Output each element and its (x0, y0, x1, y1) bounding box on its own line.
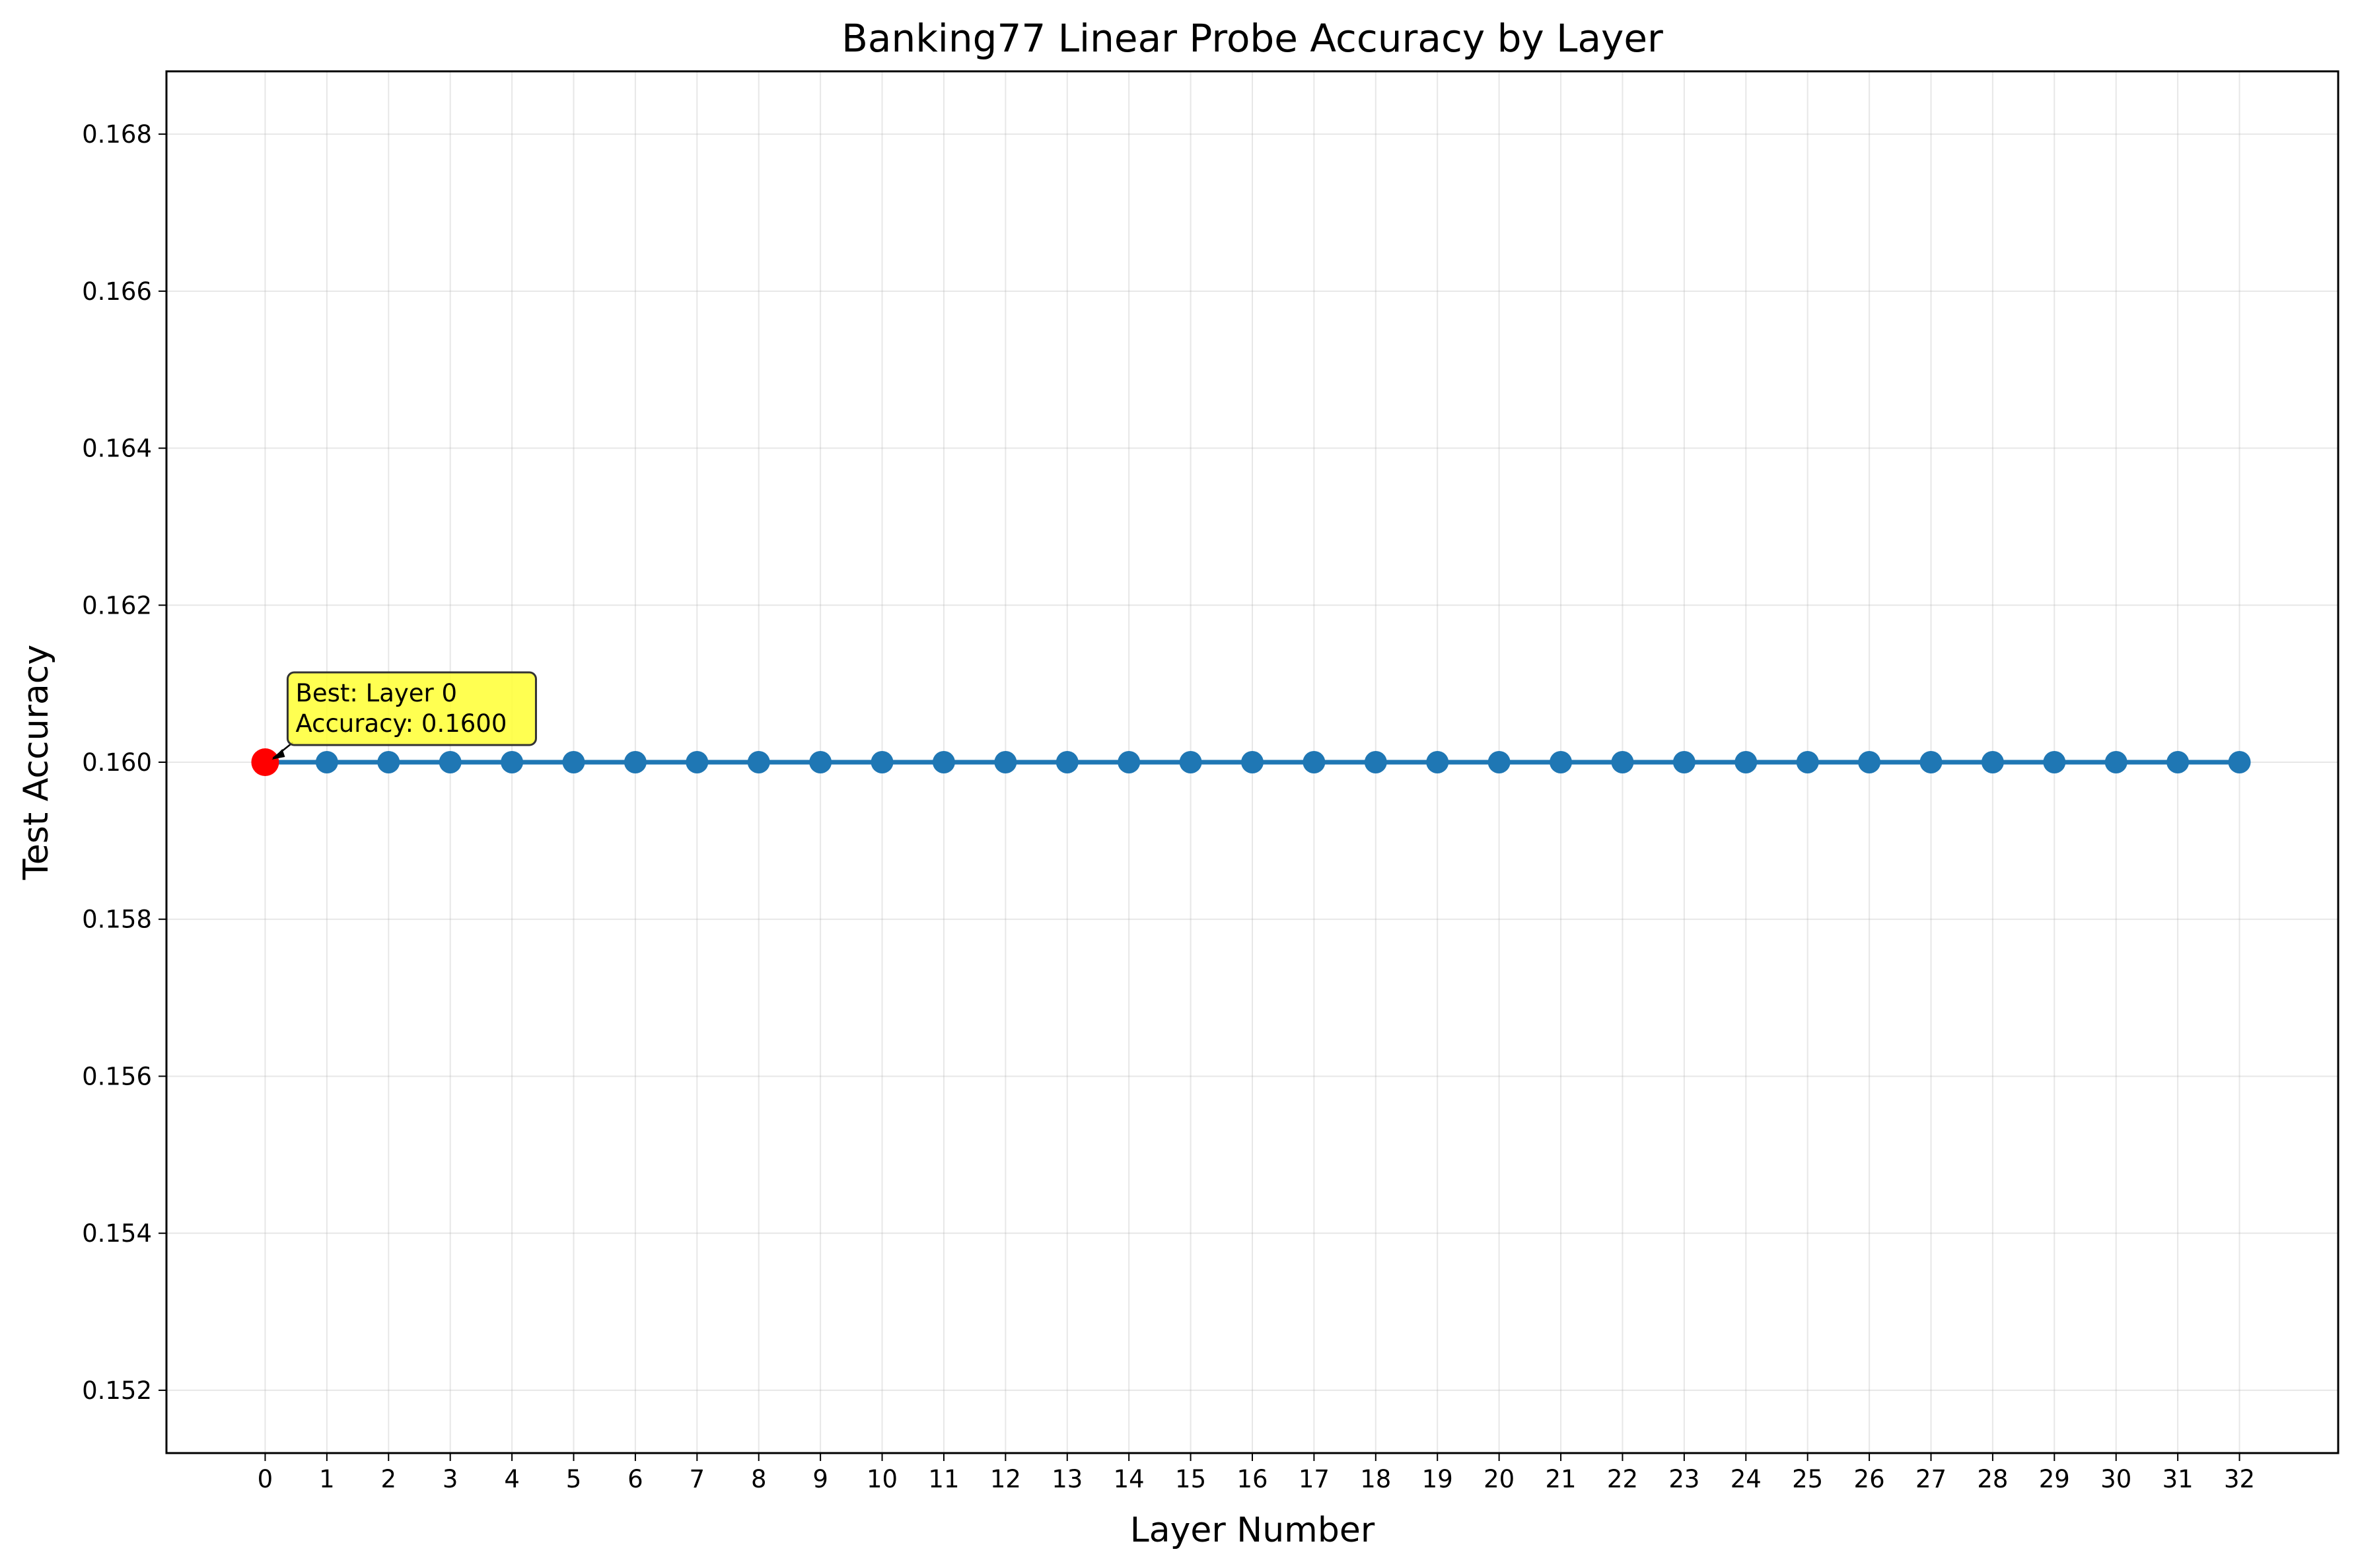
x-tick-label: 10 (867, 1465, 898, 1493)
series (254, 751, 2251, 773)
x-tick-label: 31 (2162, 1465, 2194, 1493)
y-tick-label: 0.158 (82, 906, 152, 934)
data-point (1179, 751, 1202, 773)
x-tick-label: 7 (690, 1465, 705, 1493)
x-tick-label: 21 (1545, 1465, 1576, 1493)
annotation-arrowhead (271, 749, 285, 760)
data-point (2043, 751, 2066, 773)
data-point (747, 751, 770, 773)
x-axis-ticks: 0 1 2 3 4 5 6 7 8 9 10 11 12 13 14 15 16 17 18 19 20 21 22 23 24… (258, 1453, 2255, 1493)
data-point (1611, 751, 1634, 773)
data-point (624, 751, 647, 773)
y-tick-label: 0.156 (82, 1062, 152, 1090)
data-point (1550, 751, 1573, 773)
data-point (1919, 751, 1943, 773)
x-tick-label: 0 (258, 1465, 273, 1493)
x-tick-label: 9 (812, 1465, 828, 1493)
x-tick-label: 1 (319, 1465, 335, 1493)
x-tick-label: 32 (2224, 1465, 2255, 1493)
data-point (1981, 751, 2004, 773)
x-tick-label: 19 (1422, 1465, 1453, 1493)
data-point (809, 751, 832, 773)
x-tick-label: 24 (1731, 1465, 1762, 1493)
annotation-box (286, 671, 537, 746)
x-tick-label: 22 (1607, 1465, 1638, 1493)
best-point-marker (251, 748, 279, 776)
data-point (871, 751, 894, 773)
y-tick-label: 0.166 (82, 277, 152, 306)
x-tick-label: 11 (928, 1465, 959, 1493)
x-tick-label: 15 (1175, 1465, 1206, 1493)
x-tick-label: 13 (1052, 1465, 1083, 1493)
x-tick-label: 28 (1977, 1465, 2008, 1493)
data-point (1858, 751, 1881, 773)
y-tick-label: 0.154 (82, 1219, 152, 1248)
y-axis-ticks: 0.152 0.154 0.156 0.158 0.160 0.162 0.164 0.166… (82, 120, 166, 1405)
x-tick-label: 29 (2039, 1465, 2070, 1493)
y-tick-label: 0.164 (82, 435, 152, 463)
x-tick-label: 2 (380, 1465, 396, 1493)
data-point (1487, 751, 1511, 773)
x-tick-label: 14 (1114, 1465, 1145, 1493)
y-tick-label: 0.168 (82, 120, 152, 149)
data-point (1055, 751, 1079, 773)
y-tick-label: 0.152 (82, 1376, 152, 1405)
x-tick-label: 3 (443, 1465, 458, 1493)
data-point (2104, 751, 2127, 773)
data-point (2228, 751, 2251, 773)
x-axis-label: Layer Number (1130, 1511, 1375, 1550)
y-tick-label: 0.160 (82, 748, 152, 777)
data-point (1241, 751, 1264, 773)
x-tick-label: 12 (990, 1465, 1021, 1493)
annotation-text: Accuracy: 0.1600 (295, 709, 507, 738)
data-point (932, 751, 955, 773)
x-tick-label: 17 (1299, 1465, 1330, 1493)
data-point (1426, 751, 1449, 773)
x-tick-label: 20 (1483, 1465, 1515, 1493)
chart-title: Banking77 Linear Probe Accuracy by Layer (841, 16, 1663, 61)
data-point (439, 751, 462, 773)
x-tick-label: 25 (1792, 1465, 1823, 1493)
y-axis-label: Test Accuracy (17, 645, 56, 880)
annotation-text: Best: Layer 0 (295, 679, 457, 707)
x-tick-label: 5 (566, 1465, 582, 1493)
data-point (562, 751, 585, 773)
x-tick-label: 30 (2100, 1465, 2131, 1493)
data-point (686, 751, 709, 773)
x-tick-label: 4 (504, 1465, 520, 1493)
y-tick-label: 0.162 (82, 591, 152, 620)
data-point (1118, 751, 1141, 773)
data-point (2166, 751, 2190, 773)
x-tick-label: 27 (1915, 1465, 1947, 1493)
data-point (501, 751, 524, 773)
data-point (1734, 751, 1758, 773)
data-point (315, 751, 338, 773)
data-point (377, 751, 400, 773)
x-tick-label: 6 (627, 1465, 643, 1493)
data-point (1672, 751, 1696, 773)
data-point (1364, 751, 1387, 773)
x-tick-label: 23 (1668, 1465, 1699, 1493)
x-tick-label: 26 (1854, 1465, 1885, 1493)
data-point (1796, 751, 1819, 773)
data-point (1303, 751, 1326, 773)
x-tick-label: 8 (751, 1465, 767, 1493)
x-tick-label: 18 (1360, 1465, 1391, 1493)
x-tick-label: 16 (1236, 1465, 1268, 1493)
data-point (994, 751, 1017, 773)
